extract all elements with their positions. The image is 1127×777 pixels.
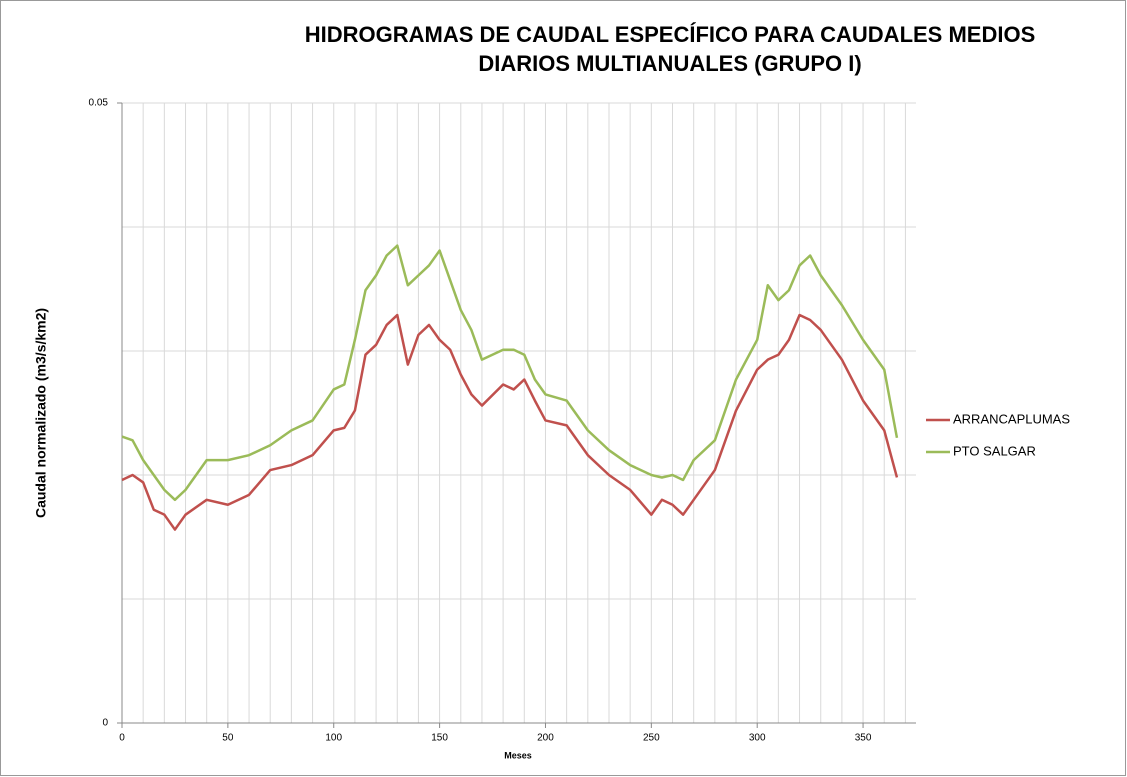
x-tick-label: 200 [537, 733, 554, 744]
y-tick-label: 0.05 [89, 98, 109, 109]
legend-label: ARRANCAPLUMAS [953, 411, 1070, 426]
x-tick-label: 300 [749, 733, 766, 744]
x-tick-label: 150 [431, 733, 448, 744]
x-tick-label: 100 [325, 733, 342, 744]
x-tick-label: 50 [222, 733, 234, 744]
x-axis-label: Meses [504, 750, 532, 760]
data-line [121, 313, 899, 531]
y-axis-label: Caudal normalizado (m3/s/km2) [33, 308, 49, 518]
x-tick-label: 350 [855, 733, 872, 744]
data-line [121, 244, 899, 502]
x-tick-label: 250 [643, 733, 660, 744]
legend-label: PTO SALGAR [953, 443, 1036, 458]
y-tick-label: 0 [102, 718, 108, 729]
x-tick-label: 0 [119, 733, 125, 744]
chart-title: HIDROGRAMAS DE CAUDAL ESPECÍFICO PARA CA… [304, 22, 1036, 76]
